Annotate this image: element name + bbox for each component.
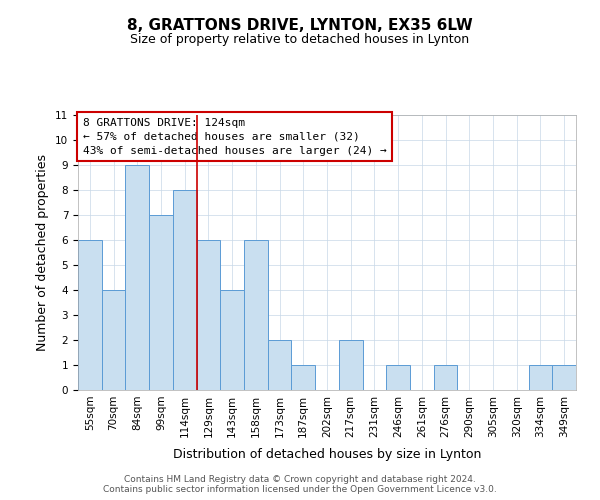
Text: 8 GRATTONS DRIVE: 124sqm
← 57% of detached houses are smaller (32)
43% of semi-d: 8 GRATTONS DRIVE: 124sqm ← 57% of detach… bbox=[83, 118, 387, 156]
Text: Contains HM Land Registry data © Crown copyright and database right 2024.: Contains HM Land Registry data © Crown c… bbox=[124, 475, 476, 484]
Bar bbox=[173, 190, 197, 390]
Bar bbox=[386, 365, 410, 390]
Bar bbox=[125, 165, 149, 390]
Text: Contains public sector information licensed under the Open Government Licence v3: Contains public sector information licen… bbox=[103, 485, 497, 494]
Y-axis label: Number of detached properties: Number of detached properties bbox=[37, 154, 49, 351]
Text: Size of property relative to detached houses in Lynton: Size of property relative to detached ho… bbox=[130, 32, 470, 46]
Bar bbox=[339, 340, 362, 390]
Text: 8, GRATTONS DRIVE, LYNTON, EX35 6LW: 8, GRATTONS DRIVE, LYNTON, EX35 6LW bbox=[127, 18, 473, 32]
Bar bbox=[434, 365, 457, 390]
Bar bbox=[78, 240, 102, 390]
Bar bbox=[244, 240, 268, 390]
Bar bbox=[552, 365, 576, 390]
Bar bbox=[292, 365, 315, 390]
Bar bbox=[149, 215, 173, 390]
Bar bbox=[220, 290, 244, 390]
X-axis label: Distribution of detached houses by size in Lynton: Distribution of detached houses by size … bbox=[173, 448, 481, 461]
Bar bbox=[197, 240, 220, 390]
Bar bbox=[529, 365, 552, 390]
Bar bbox=[102, 290, 125, 390]
Bar bbox=[268, 340, 292, 390]
